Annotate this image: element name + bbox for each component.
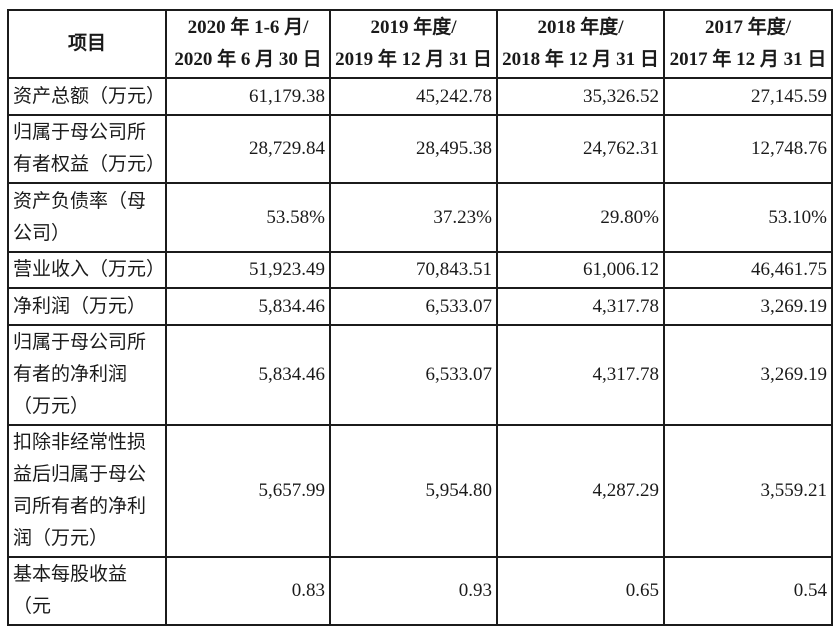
- period-line2: 2020 年 6 月 30 日: [174, 49, 322, 70]
- table-row-revenue: 营业收入（万元） 51,923.49 70,843.51 61,006.12 4…: [7, 251, 833, 289]
- cell-value: 27,145.59: [663, 77, 833, 116]
- cell-value: 4,287.29: [496, 424, 665, 558]
- period-line1: 2017 年度/: [704, 17, 792, 38]
- table-row-non-recurring-net-profit: 扣除非经常性损益后归属于母公司所有者的净利润（万元） 5,657.99 5,95…: [7, 424, 833, 558]
- cell-value: 53.58%: [165, 182, 331, 253]
- cell-value: 3,559.21: [663, 424, 833, 558]
- table-row-debt-ratio: 资产负债率（母公司） 53.58% 37.23% 29.80% 53.10%: [7, 182, 833, 253]
- row-label: 营业收入（万元）: [7, 251, 167, 289]
- cell-value: 4,317.78: [496, 324, 665, 426]
- row-label: 基本每股收益（元: [7, 556, 167, 626]
- cell-value: 3,269.19: [663, 287, 833, 326]
- row-label: 归属于母公司所有者权益（万元）: [7, 114, 167, 184]
- period-line2: 2018 年 12 月 31 日: [502, 49, 659, 70]
- cell-value: 28,729.84: [165, 114, 331, 184]
- row-label: 净利润（万元）: [7, 287, 167, 326]
- period-line1: 2019 年度/: [370, 17, 457, 38]
- table-row-total-assets: 资产总额（万元） 61,179.38 45,242.78 35,326.52 2…: [7, 77, 833, 116]
- table-row-parent-equity: 归属于母公司所有者权益（万元） 28,729.84 28,495.38 24,7…: [7, 114, 833, 184]
- row-label: 扣除非经常性损益后归属于母公司所有者的净利润（万元）: [7, 424, 167, 558]
- column-header-item: 项目: [7, 9, 167, 79]
- cell-value: 61,006.12: [496, 251, 665, 289]
- cell-value: 0.54: [663, 556, 833, 626]
- cell-value: 5,834.46: [165, 324, 331, 426]
- period-line1: 2018 年度/: [537, 17, 624, 38]
- period-line2: 2019 年 12 月 31 日: [335, 49, 492, 70]
- cell-value: 5,954.80: [329, 424, 498, 558]
- cell-value: 0.93: [329, 556, 498, 626]
- column-header-period-2020h1: 2020 年 1-6 月/ 2020 年 6 月 30 日: [165, 9, 331, 79]
- cell-value: 24,762.31: [496, 114, 665, 184]
- cell-value: 61,179.38: [165, 77, 331, 116]
- cell-value: 3,269.19: [663, 324, 833, 426]
- header-row: 项目 2020 年 1-6 月/ 2020 年 6 月 30 日 2019 年度…: [7, 9, 833, 79]
- row-label: 归属于母公司所有者的净利润（万元）: [7, 324, 167, 426]
- cell-value: 29.80%: [496, 182, 665, 253]
- cell-value: 12,748.76: [663, 114, 833, 184]
- cell-value: 5,657.99: [165, 424, 331, 558]
- period-line1: 2020 年 1-6 月/: [187, 17, 309, 38]
- financial-summary-table: 项目 2020 年 1-6 月/ 2020 年 6 月 30 日 2019 年度…: [7, 9, 833, 626]
- column-header-period-2018: 2018 年度/ 2018 年 12 月 31 日: [496, 9, 665, 79]
- cell-value: 70,843.51: [329, 251, 498, 289]
- cell-value: 45,242.78: [329, 77, 498, 116]
- cell-value: 37.23%: [329, 182, 498, 253]
- table-row-parent-net-profit: 归属于母公司所有者的净利润（万元） 5,834.46 6,533.07 4,31…: [7, 324, 833, 426]
- cell-value: 6,533.07: [329, 287, 498, 326]
- cell-value: 35,326.52: [496, 77, 665, 116]
- cell-value: 51,923.49: [165, 251, 331, 289]
- cell-value: 5,834.46: [165, 287, 331, 326]
- column-header-period-2017: 2017 年度/ 2017 年 12 月 31 日: [663, 9, 833, 79]
- cell-value: 28,495.38: [329, 114, 498, 184]
- table-row-net-profit: 净利润（万元） 5,834.46 6,533.07 4,317.78 3,269…: [7, 287, 833, 326]
- row-label: 资产总额（万元）: [7, 77, 167, 116]
- row-label: 资产负债率（母公司）: [7, 182, 167, 253]
- table-row-basic-eps: 基本每股收益（元 0.83 0.93 0.65 0.54: [7, 556, 833, 626]
- cell-value: 0.65: [496, 556, 665, 626]
- cell-value: 6,533.07: [329, 324, 498, 426]
- cell-value: 53.10%: [663, 182, 833, 253]
- column-header-period-2019: 2019 年度/ 2019 年 12 月 31 日: [329, 9, 498, 79]
- period-line2: 2017 年 12 月 31 日: [669, 49, 827, 70]
- cell-value: 46,461.75: [663, 251, 833, 289]
- cell-value: 0.83: [165, 556, 331, 626]
- cell-value: 4,317.78: [496, 287, 665, 326]
